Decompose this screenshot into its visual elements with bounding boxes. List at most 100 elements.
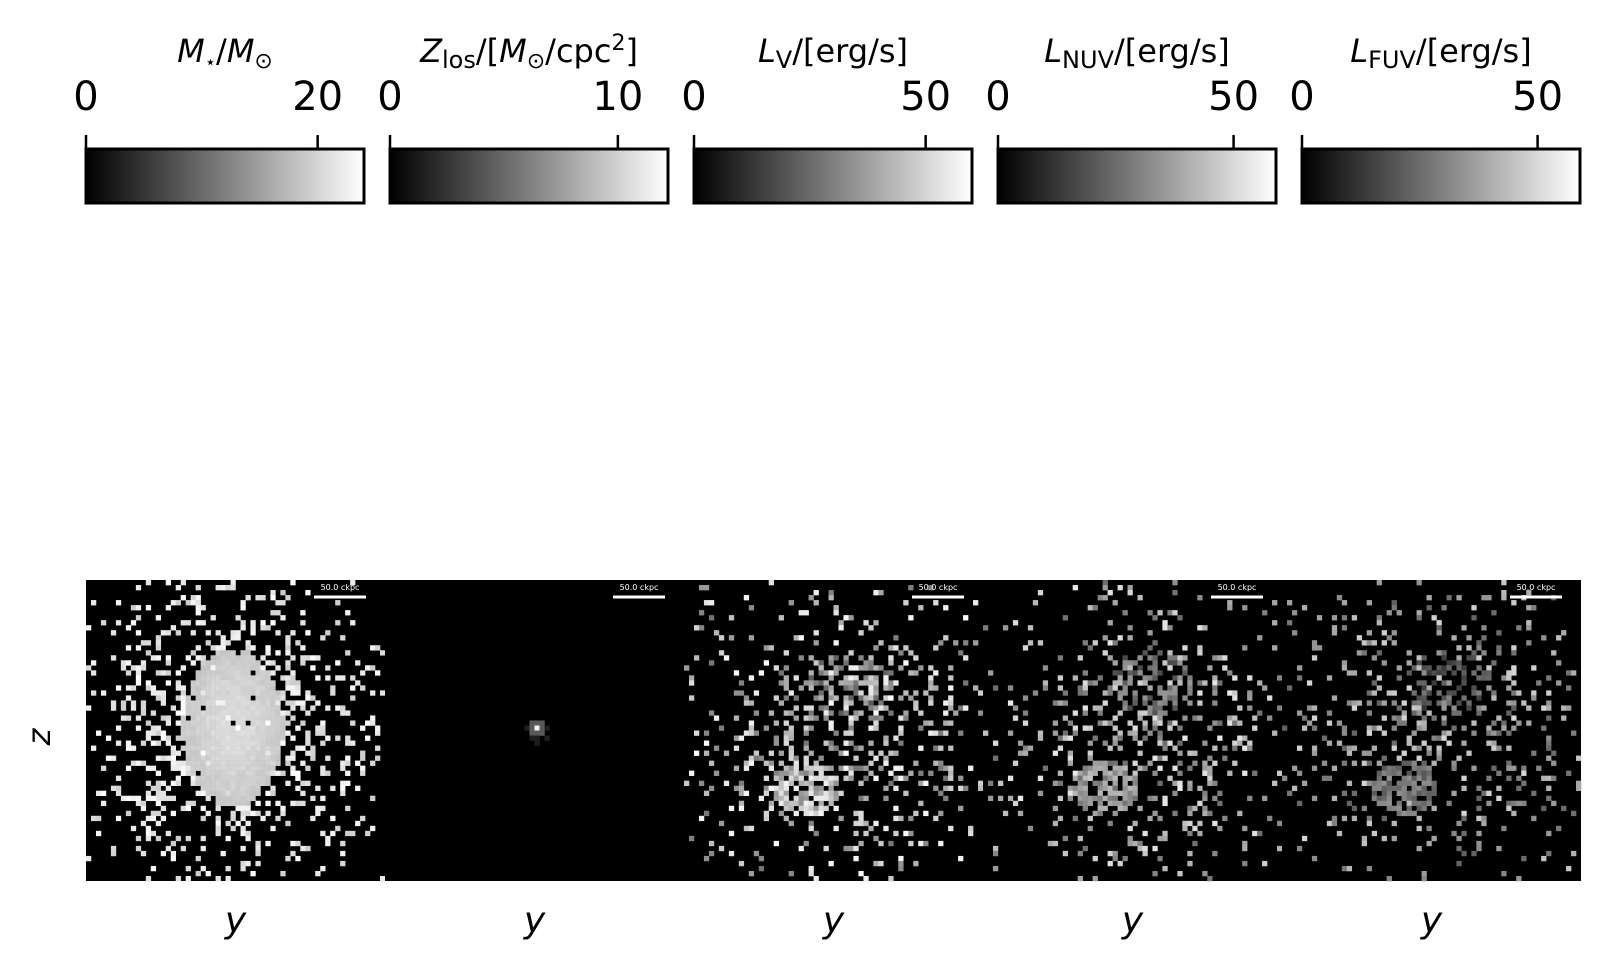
pixel <box>848 775 854 781</box>
pixel <box>873 645 879 651</box>
pixel <box>1391 805 1397 812</box>
pixel <box>708 600 715 606</box>
pixel <box>1107 785 1113 791</box>
pixel <box>838 620 844 626</box>
pixel <box>1416 720 1422 726</box>
pixel <box>1341 615 1348 621</box>
pixel <box>240 770 246 776</box>
pixel <box>205 750 211 756</box>
pixel <box>783 680 789 686</box>
pixel <box>215 650 221 656</box>
pixel <box>195 710 201 716</box>
pixel <box>315 725 321 731</box>
pixel <box>1072 585 1078 591</box>
pixel <box>813 590 819 596</box>
pixel <box>898 715 904 721</box>
pixel <box>908 770 914 776</box>
pixel <box>1546 785 1552 791</box>
pixel <box>325 705 331 711</box>
pixel <box>1496 770 1502 776</box>
pixel <box>350 720 356 726</box>
pixel <box>1376 650 1382 656</box>
pixel <box>798 845 804 852</box>
pixel <box>1306 720 1313 726</box>
pixel <box>768 710 774 716</box>
pixel <box>703 750 710 756</box>
pixel <box>1157 715 1163 721</box>
colorbar-gradient <box>1300 147 1582 205</box>
pixel <box>1386 795 1392 802</box>
pixel <box>813 640 819 646</box>
pixel <box>1072 770 1078 776</box>
pixel <box>275 665 281 671</box>
pixel <box>1082 780 1088 786</box>
pixel <box>1072 775 1078 781</box>
pixel <box>255 770 261 776</box>
pixel <box>1112 670 1118 676</box>
pixel <box>255 680 261 686</box>
pixel <box>848 650 854 656</box>
pixel <box>1506 670 1512 676</box>
pixel <box>205 640 211 646</box>
pixel <box>220 665 226 671</box>
pixel <box>1366 640 1372 646</box>
pixel <box>200 765 206 771</box>
pixel <box>195 675 201 681</box>
pixel <box>883 705 889 711</box>
pixel <box>1486 670 1492 676</box>
pixel <box>260 770 266 776</box>
pixel <box>330 685 336 691</box>
pixel <box>1107 620 1113 626</box>
pixel <box>255 755 261 761</box>
pixel <box>255 790 261 797</box>
pixel <box>1451 760 1457 766</box>
pixel <box>210 645 216 651</box>
pixel <box>215 725 221 731</box>
pixel <box>1416 790 1422 797</box>
pixel <box>1366 820 1372 827</box>
pixel <box>250 810 256 817</box>
pixel <box>1097 800 1103 807</box>
pixel <box>270 730 276 736</box>
pixel <box>1122 780 1128 786</box>
pixel <box>888 780 894 786</box>
pixel <box>1541 805 1547 812</box>
pixel <box>260 685 266 691</box>
pixel <box>1232 715 1238 721</box>
pixel <box>1421 670 1427 676</box>
pixel <box>1092 765 1098 771</box>
pixel <box>808 715 814 721</box>
pixel <box>1042 685 1049 691</box>
pixel <box>330 785 336 791</box>
pixel <box>903 830 909 837</box>
pixel <box>230 770 236 776</box>
pixel <box>310 695 316 701</box>
pixel <box>115 740 122 746</box>
pixel <box>1416 770 1422 776</box>
pixel <box>230 775 236 781</box>
pixel <box>295 745 301 751</box>
pixel <box>280 615 286 621</box>
pixel <box>160 695 167 701</box>
pixel <box>220 790 226 797</box>
pixel <box>1481 635 1487 641</box>
pixel <box>713 715 720 721</box>
pixel <box>1506 745 1512 751</box>
pixel <box>1212 700 1218 706</box>
pixel <box>240 785 246 791</box>
pixel <box>1172 590 1178 596</box>
pixel <box>1426 595 1432 601</box>
pixel <box>728 805 735 812</box>
pixel <box>524 725 530 731</box>
pixel <box>170 840 176 847</box>
pixel <box>893 815 899 822</box>
pixel <box>245 655 251 661</box>
pixel <box>1416 700 1422 706</box>
pixel <box>195 700 201 706</box>
pixel <box>1172 700 1178 706</box>
pixel <box>1396 610 1402 616</box>
pixel <box>1476 695 1482 701</box>
pixel <box>250 775 256 781</box>
colorbar-tick-label: 0 <box>377 74 402 120</box>
